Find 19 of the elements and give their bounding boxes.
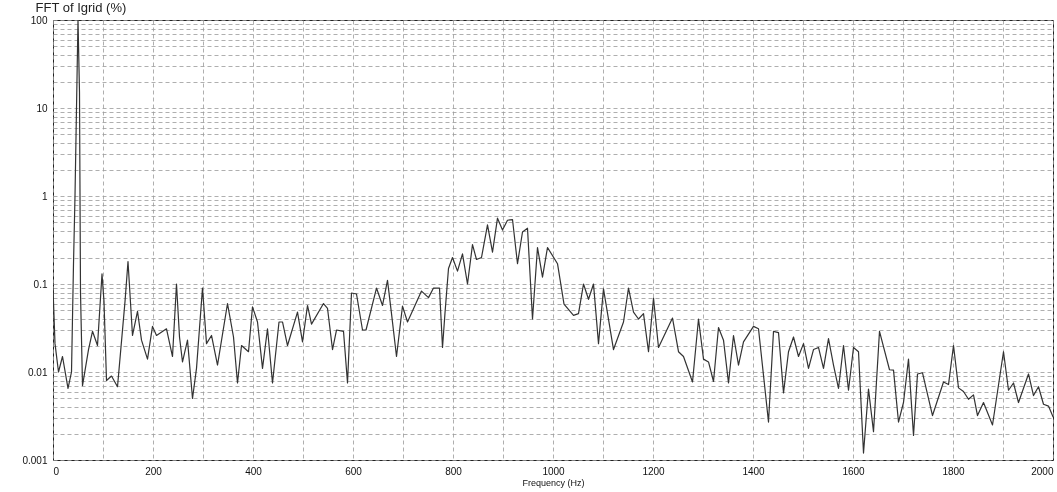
- y-axis-title: FFT of Igrid (%): [35, 0, 127, 15]
- x-tick-label: 2000: [1031, 465, 1054, 477]
- x-tick-label: 1200: [642, 465, 666, 477]
- x-axis-title: Frequency (Hz): [522, 477, 585, 488]
- y-tick-label: 0.1: [33, 278, 48, 290]
- y-tick-label: 0.001: [22, 454, 48, 466]
- x-tick-label: 800: [445, 465, 463, 477]
- y-tick-label: 0.01: [28, 366, 48, 378]
- x-tick-label: 400: [245, 465, 263, 477]
- x-tick-label: 0: [53, 465, 60, 477]
- x-tick-label: 1400: [742, 465, 766, 477]
- x-tick-label: 1000: [542, 465, 566, 477]
- x-tick-label: 600: [345, 465, 363, 477]
- x-tick-label: 1600: [842, 465, 866, 477]
- x-tick-label: 1800: [942, 465, 966, 477]
- x-tick-label: 200: [145, 465, 163, 477]
- y-tick-label: 10: [36, 102, 48, 114]
- y-tick-label: 1: [41, 190, 48, 202]
- y-tick-label: 100: [30, 14, 48, 26]
